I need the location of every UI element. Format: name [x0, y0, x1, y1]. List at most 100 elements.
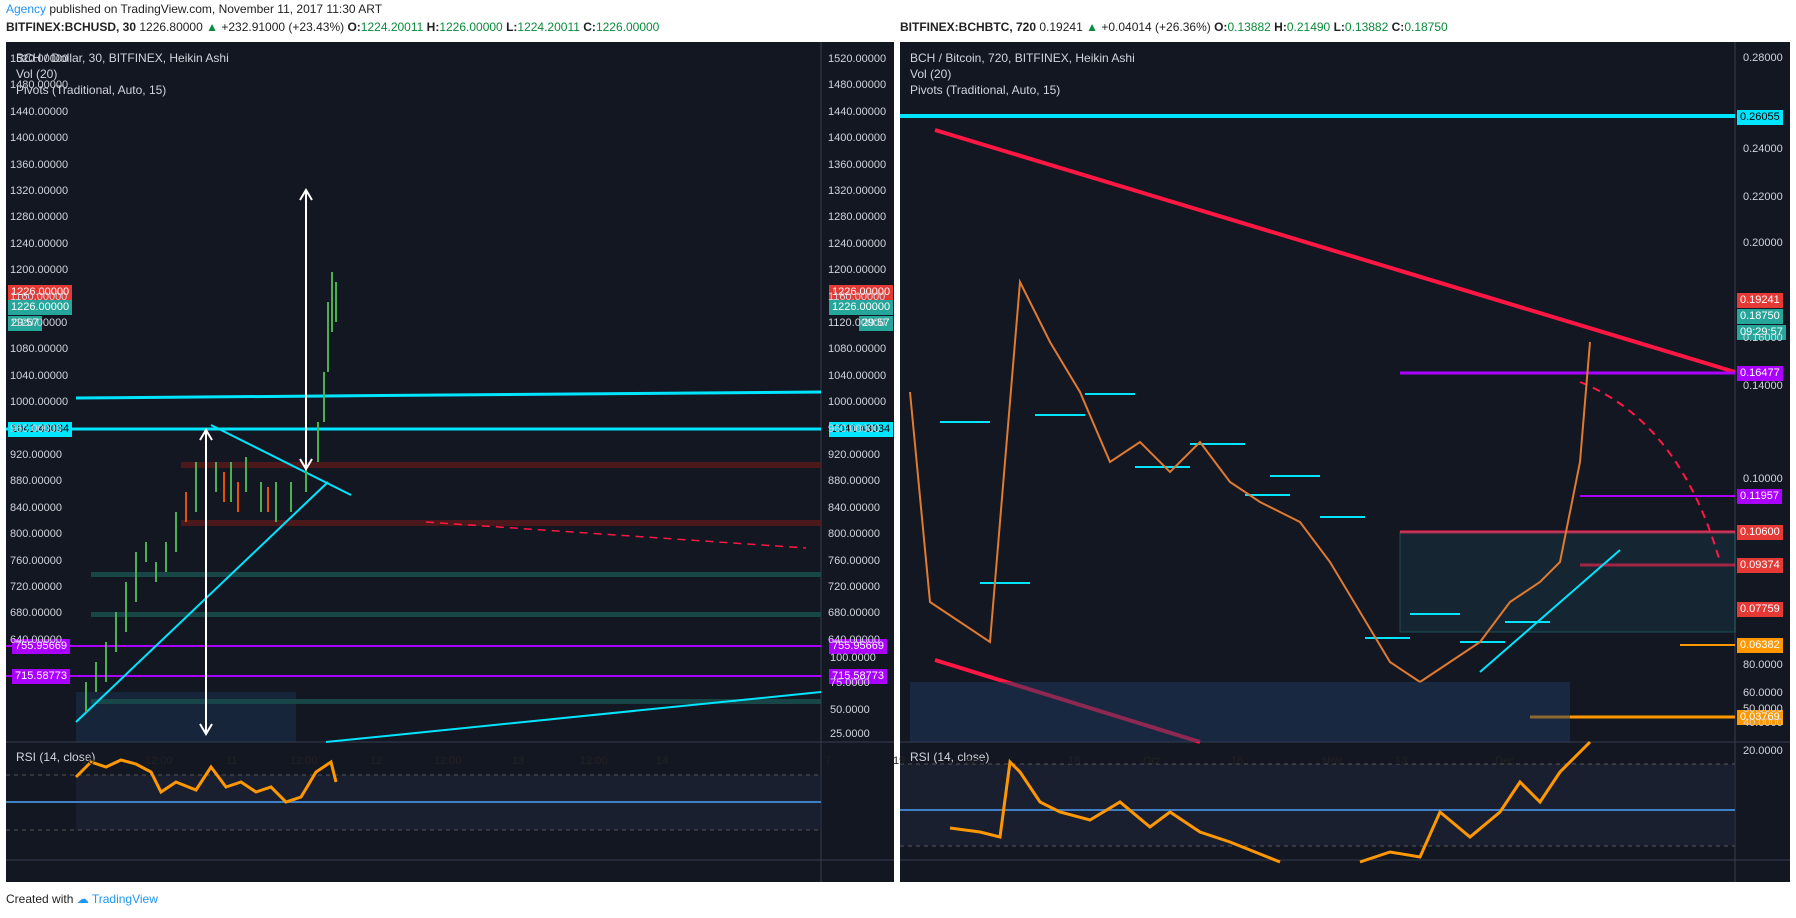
left-up-arrow-icon: ▲ [206, 20, 218, 34]
publish-header: Agency published on TradingView.com, Nov… [6, 2, 382, 16]
left-y-tick-inner: 960.00000 [10, 422, 62, 435]
left-chart-panel[interactable]: BCH / Dollar, 30, BITFINEX, Heikin Ashi … [6, 42, 894, 882]
left-y-tick-inner: 880.00000 [10, 475, 62, 488]
right-low: 0.13882 [1344, 20, 1389, 34]
left-y-tick: 960.00000 [828, 422, 880, 435]
right-purple-tag-1: 0.16477 [1737, 366, 1783, 381]
left-y-tick-inner: 1000.00000 [10, 396, 69, 409]
right-rsi-tick: 50.0000 [1743, 703, 1783, 715]
right-rsi-label: RSI (14, close) [910, 750, 990, 764]
left-chart-svg[interactable] [6, 42, 894, 882]
right-orange-tag-1: 0.06382 [1737, 638, 1783, 653]
right-x-tick: Dec [1495, 755, 1515, 767]
left-y-tick: 1480.00000 [828, 79, 887, 92]
left-y-tick-inner: 720.00000 [10, 581, 62, 593]
left-y-tick: 1520.00000 [828, 53, 887, 65]
left-x-tick: 13 [512, 755, 525, 767]
left-rsi-label: RSI (14, close) [16, 750, 96, 764]
right-rsi-tick: 40.0000 [1743, 717, 1783, 729]
right-y-tick: 0.16000 [1743, 332, 1783, 344]
right-rsi-tick: 20.0000 [1743, 745, 1783, 757]
left-ticker-line: BITFINEX:BCHUSD, 30 1226.80000 ▲ +232.91… [6, 20, 659, 34]
left-inner-price-tag-red: 1226.00000 [8, 285, 73, 300]
left-symbol: BITFINEX:BCHUSD, 30 [6, 20, 137, 34]
left-inner-purple-tag-2: 715.58773 [12, 669, 70, 684]
left-y-tick: 920.00000 [828, 449, 880, 461]
right-x-tick: 19 [893, 755, 906, 767]
left-y-tick-inner: 1040.00000 [10, 369, 69, 382]
left-x-tick: 12:00 [434, 755, 462, 767]
right-x-tick: Oct [1143, 755, 1161, 767]
left-y-tick: 1080.00000 [828, 343, 887, 356]
left-rsi-tick: 75.0000 [830, 677, 870, 689]
right-x-tick: Sep [965, 755, 985, 767]
left-y-tick: 1040.00000 [828, 369, 887, 382]
right-rsi-tick: 80.0000 [1743, 659, 1783, 671]
left-x-tick: 12:00 [580, 755, 608, 767]
left-close: 1226.00000 [595, 20, 660, 34]
left-y-tick: 1000.00000 [828, 396, 887, 409]
left-price-tag-red: 1226.00000 [829, 285, 894, 300]
left-l-label: L: [506, 20, 518, 34]
left-y-tick-inner: 840.00000 [10, 501, 62, 514]
right-o-label: O: [1214, 20, 1228, 34]
left-y-tick-inner: 640.00000 [10, 633, 62, 646]
right-green-price-tag: 0.18750 [1737, 309, 1783, 324]
right-y-tick: 0.10000 [1743, 473, 1783, 485]
left-y-tick: 1360.00000 [828, 158, 887, 171]
left-y-tick: 760.00000 [828, 554, 880, 567]
left-rsi-tick: 25.0000 [830, 728, 870, 740]
left-chart-legend: BCH / Dollar, 30, BITFINEX, Heikin Ashi … [16, 50, 229, 98]
right-symbol: BITFINEX:BCHBTC, 720 [900, 20, 1037, 34]
left-pivots-label: Pivots (Traditional, Auto, 15) [16, 83, 167, 97]
right-cyan-tag: 0.26055 [1737, 110, 1783, 125]
left-y-tick: 840.00000 [828, 501, 880, 514]
left-x-tick: 12 [370, 755, 383, 767]
right-h-label: H: [1274, 20, 1287, 34]
right-pivots-label: Pivots (Traditional, Auto, 15) [910, 83, 1061, 97]
right-x-tick: Nov [1322, 755, 1342, 767]
left-o-label: O: [347, 20, 361, 34]
left-y-tick-inner: 920.00000 [10, 449, 62, 461]
left-y-tick: 1400.00000 [828, 132, 887, 145]
left-inner-cyan-tag: 1041.43034 [8, 422, 73, 437]
right-y-tick: 0.20000 [1743, 237, 1783, 249]
right-chart-panel[interactable]: BCH / Bitcoin, 720, BITFINEX, Heikin Ash… [900, 42, 1790, 882]
left-x-tick: 11 [226, 755, 238, 767]
left-inner-purple-tag-1: 755.95669 [12, 639, 70, 654]
left-y-tick: 1240.00000 [828, 237, 887, 250]
left-y-tick: 640.00000 [828, 633, 880, 646]
right-y-tick: 0.22000 [1743, 191, 1783, 203]
left-low: 1224.20011 [517, 20, 580, 34]
right-orange-tag-2: 0.03769 [1737, 710, 1783, 725]
publisher-link[interactable]: Agency [6, 2, 47, 16]
right-x-tick: 18 [1068, 755, 1081, 767]
right-high: 0.21490 [1286, 20, 1331, 34]
left-y-tick: 1200.00000 [828, 264, 887, 277]
left-rsi-tick: 50.0000 [830, 704, 870, 716]
left-y-tick-inner: 1360.00000 [10, 158, 69, 171]
tradingview-link[interactable]: TradingView [91, 892, 158, 906]
left-chart-title: BCH / Dollar, 30, BITFINEX, Heikin Ashi [16, 51, 229, 65]
left-y-tick: 680.00000 [828, 607, 880, 620]
right-x-tick: 13 [1395, 755, 1408, 767]
right-chart-svg[interactable] [900, 42, 1790, 882]
left-open: 1224.20011 [360, 20, 424, 34]
left-inner-price-tag-green: 1226.00000 [8, 300, 73, 315]
right-red-tag-1: 0.10600 [1737, 525, 1783, 540]
left-x-tick: 14 [656, 755, 669, 767]
left-purple-tag-2: 715.58773 [829, 669, 887, 684]
left-cyan-tag: 1041.43034 [829, 422, 894, 437]
left-y-tick: 880.00000 [828, 475, 880, 488]
right-up-arrow-icon: ▲ [1086, 20, 1098, 34]
right-c-label: C: [1391, 20, 1405, 34]
right-close: 0.18750 [1404, 20, 1448, 34]
left-y-tick: 1440.00000 [828, 105, 887, 118]
right-rsi-tick: 60.0000 [1743, 687, 1783, 699]
footer: Created with ☁ TradingView [6, 892, 158, 906]
left-h-label: H: [426, 20, 440, 34]
left-y-tick: 1120.00000 [828, 317, 886, 329]
right-change: +0.04014 (+26.36%) [1101, 20, 1211, 34]
left-y-tick-inner: 1400.00000 [10, 132, 69, 145]
right-red-tag-2: 0.09374 [1737, 558, 1783, 573]
